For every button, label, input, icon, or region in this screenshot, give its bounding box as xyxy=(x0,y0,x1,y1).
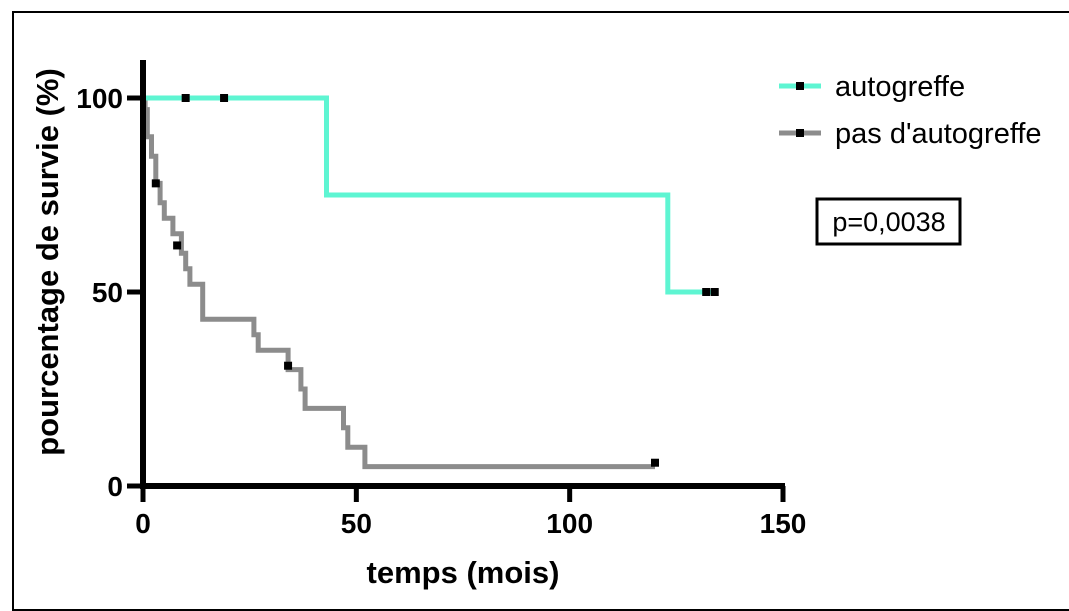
series-line-autogreffe xyxy=(143,95,715,295)
legend-label-autogreffe: autogreffe xyxy=(835,71,965,103)
axes-layer xyxy=(140,60,785,489)
ticks-layer: 0 50 100 150 0 50 100 xyxy=(76,83,806,539)
x-tick-label: 0 xyxy=(135,508,151,539)
censor-mark-autogreffe xyxy=(220,94,229,102)
censor-mark-autogreffe xyxy=(181,94,190,102)
censor-mark-autogreffe xyxy=(702,288,711,296)
p-value-box-border xyxy=(815,197,962,246)
p-value-label: p=0,0038 xyxy=(832,207,945,237)
y-axis-title: pourcentage de survie (%) xyxy=(30,68,65,456)
x-tick-label: 50 xyxy=(341,508,372,539)
survival-chart: 0 50 100 150 0 50 100 temps (mois) pourcentage… xyxy=(30,60,1042,590)
censor-mark-pas-d-autogreffe xyxy=(173,241,182,250)
censor-mark-pas-d-autogreffe xyxy=(651,458,659,467)
curves-layer xyxy=(142,94,719,470)
legend-label-pas-d-autogreffe: pas d'autogreffe xyxy=(835,118,1042,150)
y-tick-label: 0 xyxy=(107,471,123,502)
y-tick-label: 50 xyxy=(92,277,123,308)
series-line-pas-d-autogreffe xyxy=(142,95,655,470)
y-tick-label: 100 xyxy=(76,83,123,114)
x-tick-label: 100 xyxy=(546,508,593,539)
legend: autogreffe pas d'autogreffe xyxy=(779,71,1042,150)
censor-mark-pas-d-autogreffe xyxy=(284,361,293,370)
legend-marker-autogreffe xyxy=(796,82,804,90)
x-tick-label: 150 xyxy=(760,508,807,539)
legend-marker-pas-d-autogreffe xyxy=(796,129,804,137)
censor-mark-autogreffe xyxy=(710,288,719,296)
x-axis-title: temps (mois) xyxy=(367,555,560,590)
p-value-box: p=0,0038 xyxy=(815,197,962,246)
censor-mark-pas-d-autogreffe xyxy=(151,179,160,188)
